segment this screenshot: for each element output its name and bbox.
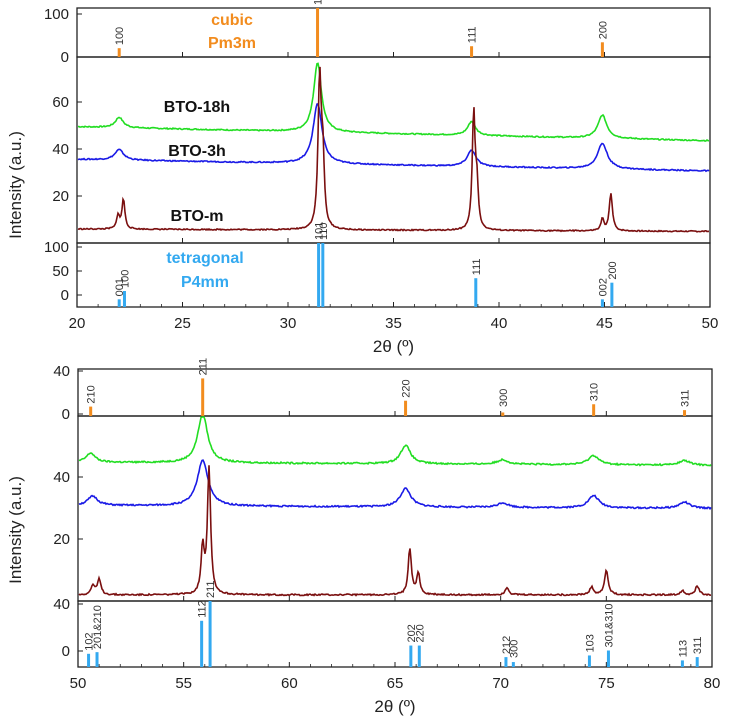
tetragonal-peak-label: 100	[119, 270, 131, 288]
cubic-peak-label: 210	[86, 385, 98, 403]
tetragonal-peak-label: 101	[314, 222, 326, 240]
y-tick-label: 20	[52, 188, 69, 205]
cubic-panel-frame	[76, 7, 711, 58]
series-label: BTO-m	[170, 208, 223, 225]
y-tick-label: 60	[52, 94, 69, 111]
cubic-peak-label: 300	[498, 389, 510, 407]
series-curve-bto-3h	[77, 102, 710, 173]
tetragonal-phase-label: tetragonal	[166, 250, 243, 267]
tetragonal-peak-label: 201&210	[92, 605, 104, 649]
y-tick-label: 40	[53, 363, 70, 380]
series-label: BTO-18h	[164, 99, 230, 116]
cubic-space-group: Pm3m	[208, 35, 256, 52]
cubic-peak-label: 200	[597, 21, 609, 39]
y-tick-label: 50	[52, 263, 69, 280]
y-tick-label: 40	[53, 596, 70, 613]
tetragonal-peak-label: 211	[205, 580, 217, 598]
y-tick-label: 0	[61, 49, 69, 66]
x-tick-label: 60	[281, 675, 298, 692]
tetragonal-peak-label: 220	[414, 624, 426, 642]
cubic-peak-label: 220	[401, 379, 413, 397]
tetragonal-panel-frame	[77, 600, 713, 668]
x-tick-label: 55	[175, 675, 192, 692]
y-tick-label: 0	[62, 643, 70, 660]
series-curve-bto-m	[77, 66, 710, 233]
cubic-phase-label: cubic	[211, 12, 253, 29]
tetragonal-peak-label: 202	[406, 624, 418, 642]
x-tick-label: 65	[387, 675, 404, 692]
y-tick-label: 40	[52, 141, 69, 158]
x-tick-label: 30	[280, 315, 297, 332]
x-tick-label: 20	[69, 315, 86, 332]
y-axis-label: Intensity (a.u.)	[6, 131, 25, 239]
x-axis-label: 2θ (º)	[374, 697, 415, 716]
y-axis-label: Intensity (a.u.)	[6, 476, 25, 584]
x-tick-label: 80	[704, 675, 721, 692]
tetragonal-peak-label: 002	[597, 278, 609, 296]
x-tick-label: 35	[385, 315, 402, 332]
tetragonal-space-group: P4mm	[181, 274, 229, 291]
tetragonal-peak-label: 110	[318, 222, 330, 240]
x-axis-label: 2θ (º)	[373, 337, 414, 356]
x-tick-label: 40	[491, 315, 508, 332]
x-tick-label: 25	[174, 315, 191, 332]
tetragonal-peak-label: 311	[692, 637, 704, 655]
tetragonal-peak-label: 113	[677, 640, 689, 658]
cubic-peak-label: 111	[467, 26, 479, 43]
tetragonal-peak-label: 200	[607, 261, 619, 279]
tetragonal-peak-label: 212	[501, 636, 513, 654]
y-tick-label: 40	[53, 469, 70, 486]
cubic-peak-label: 100	[114, 27, 126, 45]
tetragonal-peak-label: 102	[84, 632, 96, 650]
x-tick-label: 50	[70, 675, 87, 692]
cubic-peak-label: 211	[198, 358, 210, 376]
tetragonal-peak-label: 103	[584, 634, 596, 652]
cubic-peak-label: 310	[589, 383, 601, 401]
tetragonal-peak-label: 301&310	[603, 603, 615, 647]
tetragonal-peak-label: 300	[508, 640, 520, 658]
main-panel-frame	[77, 415, 713, 602]
x-tick-label: 50	[702, 315, 719, 332]
cubic-peak-label: 110	[313, 0, 325, 5]
cubic-panel-frame	[77, 368, 713, 417]
series-curve-bto-18h	[78, 416, 712, 467]
y-tick-label: 100	[44, 6, 69, 23]
x-tick-label: 45	[596, 315, 613, 332]
tetragonal-peak-label: 111	[471, 258, 483, 275]
x-tick-label: 75	[598, 675, 615, 692]
series-curve-bto-3h	[78, 459, 712, 511]
y-tick-label: 20	[53, 531, 70, 548]
series-curve-bto-m	[78, 465, 712, 597]
series-label: BTO-3h	[168, 143, 225, 160]
y-tick-label: 100	[44, 239, 69, 256]
y-tick-label: 0	[62, 406, 70, 423]
y-tick-label: 0	[61, 287, 69, 304]
series-curve-bto-18h	[78, 62, 709, 142]
x-tick-label: 70	[492, 675, 509, 692]
tetragonal-peak-label: 112	[197, 600, 209, 618]
cubic-peak-label: 311	[680, 389, 692, 407]
